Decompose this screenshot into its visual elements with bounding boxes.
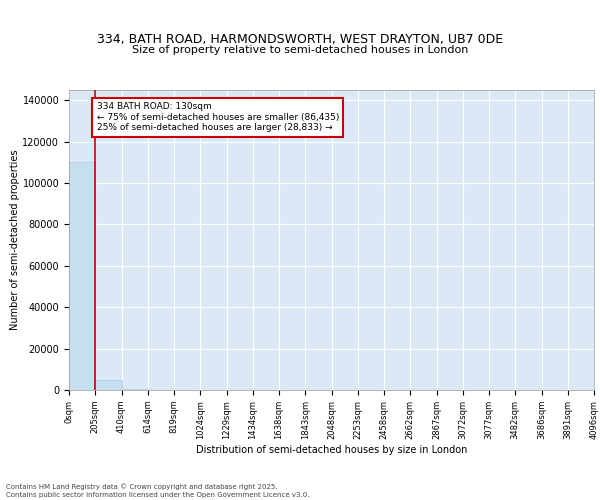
Bar bbox=[121, 389, 148, 390]
Text: Contains HM Land Registry data © Crown copyright and database right 2025.
Contai: Contains HM Land Registry data © Crown c… bbox=[6, 484, 310, 498]
Text: 334, BATH ROAD, HARMONDSWORTH, WEST DRAYTON, UB7 0DE: 334, BATH ROAD, HARMONDSWORTH, WEST DRAY… bbox=[97, 32, 503, 46]
Text: 334 BATH ROAD: 130sqm
← 75% of semi-detached houses are smaller (86,435)
25% of : 334 BATH ROAD: 130sqm ← 75% of semi-deta… bbox=[97, 102, 339, 132]
X-axis label: Distribution of semi-detached houses by size in London: Distribution of semi-detached houses by … bbox=[196, 444, 467, 454]
Bar bbox=[69, 162, 95, 390]
Text: Size of property relative to semi-detached houses in London: Size of property relative to semi-detach… bbox=[132, 45, 468, 55]
Y-axis label: Number of semi-detached properties: Number of semi-detached properties bbox=[10, 150, 20, 330]
Bar bbox=[95, 380, 121, 390]
